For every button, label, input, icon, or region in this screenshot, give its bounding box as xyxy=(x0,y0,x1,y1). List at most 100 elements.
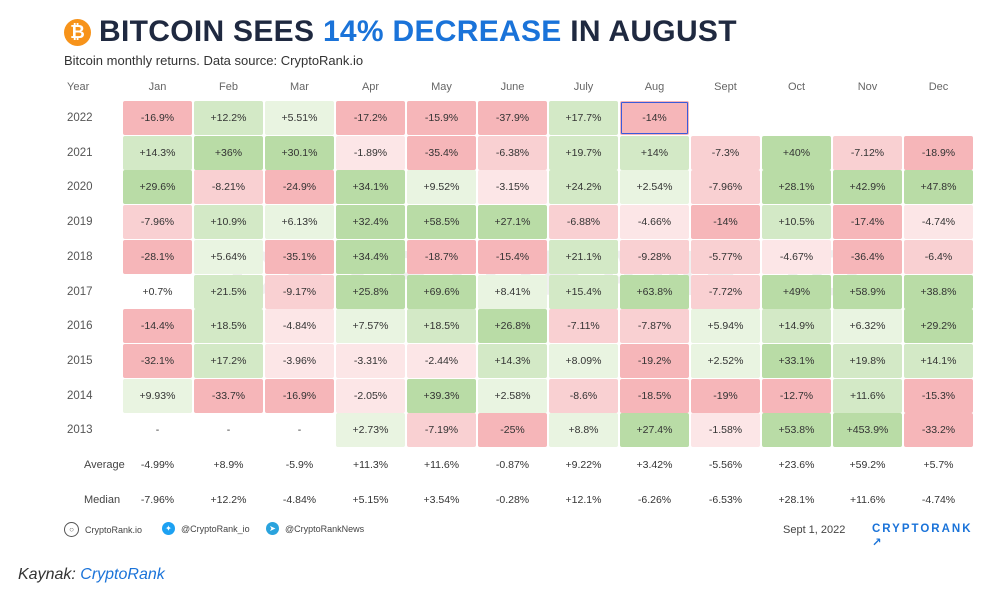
return-cell: -24.9% xyxy=(265,170,334,205)
footer-brand-link[interactable]: CRYPTORANK ↗ xyxy=(872,523,973,549)
summary-label: Average xyxy=(84,459,125,471)
footer-date: Sept 1, 2022 xyxy=(783,524,846,536)
summary-cell: +3.42% xyxy=(636,459,673,471)
return-cell: +14.9% xyxy=(762,309,831,344)
return-cell: -1.58% xyxy=(691,413,760,448)
return-cell: +58.9% xyxy=(833,274,902,309)
summary-label: Median xyxy=(84,493,121,506)
month-header-apr: Apr xyxy=(361,81,380,93)
footer-telegram[interactable]: ➤ @CryptoRankNews xyxy=(266,522,364,535)
return-cell: +33.1% xyxy=(762,343,831,378)
footer-website[interactable]: ○ CryptoRank.io xyxy=(64,522,142,537)
return-cell: - xyxy=(155,424,160,437)
return-cell: -18.7% xyxy=(407,239,476,274)
return-cell: -1.89% xyxy=(336,135,405,170)
year-label: 2015 xyxy=(67,354,93,367)
return-cell: -19.2% xyxy=(620,343,689,378)
chart-title: BITCOIN SEES 14% DECREASE IN AUGUST xyxy=(99,15,737,49)
year-label: 2018 xyxy=(67,250,93,263)
return-cell: -18.9% xyxy=(904,135,973,170)
month-header-june: June xyxy=(500,81,525,93)
summary-cell: +28.1% xyxy=(778,493,815,506)
return-cell: -15.4% xyxy=(478,239,547,274)
return-cell: +27.1% xyxy=(478,205,547,240)
return-cell: -4.67% xyxy=(762,239,831,274)
return-cell: +5.64% xyxy=(194,239,263,274)
return-cell: +15.4% xyxy=(549,274,618,309)
return-cell: +12.2% xyxy=(194,101,263,135)
return-cell: +11.6% xyxy=(833,378,902,413)
summary-cell: +9.22% xyxy=(565,459,602,471)
summary-cell: +12.1% xyxy=(565,493,602,506)
return-cell: -4.66% xyxy=(620,205,689,240)
globe-icon: ○ xyxy=(64,522,79,537)
return-cell: +14.1% xyxy=(904,343,973,378)
summary-cell: -0.87% xyxy=(495,459,530,471)
return-cell: +2.73% xyxy=(336,413,405,448)
return-cell: -16.9% xyxy=(265,378,334,413)
return-cell: +27.4% xyxy=(620,413,689,448)
return-cell: - xyxy=(226,424,231,437)
return-cell: +28.1% xyxy=(762,170,831,205)
return-cell: -4.74% xyxy=(904,205,973,240)
summary-cell: +8.9% xyxy=(213,459,244,471)
return-cell: -3.31% xyxy=(336,343,405,378)
return-cell: +21.1% xyxy=(549,239,618,274)
return-cell: +8.09% xyxy=(549,343,618,378)
return-cell: +17.7% xyxy=(549,101,618,135)
return-cell: +25.8% xyxy=(336,274,405,309)
return-cell: -7.12% xyxy=(833,135,902,170)
return-cell: +69.6% xyxy=(407,274,476,309)
return-cell: -35.4% xyxy=(407,135,476,170)
return-cell: -7.19% xyxy=(407,413,476,448)
return-cell: -15.3% xyxy=(904,378,973,413)
summary-cell: +11.6% xyxy=(423,459,460,471)
summary-cell: +11.3% xyxy=(352,459,389,471)
month-header-mar: Mar xyxy=(290,81,309,93)
footer-twitter[interactable]: ✦ @CryptoRank_io xyxy=(162,522,250,535)
return-cell: -3.96% xyxy=(265,343,334,378)
return-cell: +21.5% xyxy=(194,274,263,309)
return-cell: +24.2% xyxy=(549,170,618,205)
return-cell: -2.44% xyxy=(407,343,476,378)
return-cell: -16.9% xyxy=(123,101,192,135)
return-cell: +7.57% xyxy=(336,309,405,344)
return-cell: +17.2% xyxy=(194,343,263,378)
return-cell: +34.4% xyxy=(336,239,405,274)
return-cell: -7.72% xyxy=(691,274,760,309)
return-cell: +19.7% xyxy=(549,135,618,170)
chart-header: ₿ BITCOIN SEES 14% DECREASE IN AUGUST xyxy=(64,14,737,50)
return-cell: +29.6% xyxy=(123,170,192,205)
summary-cell: +5.7% xyxy=(923,459,954,471)
return-cell: -9.17% xyxy=(265,274,334,309)
twitter-icon: ✦ xyxy=(162,522,175,535)
summary-cell: +3.54% xyxy=(423,493,460,506)
year-label: 2020 xyxy=(67,181,93,194)
return-cell: +53.8% xyxy=(762,413,831,448)
year-label: 2022 xyxy=(67,112,93,124)
year-label: 2013 xyxy=(67,424,93,437)
footer-twitter-text: @CryptoRank_io xyxy=(181,523,250,534)
return-cell: +9.52% xyxy=(407,170,476,205)
return-cell: -7.96% xyxy=(691,170,760,205)
return-cell: -19% xyxy=(691,378,760,413)
return-cell: +42.9% xyxy=(833,170,902,205)
return-cell: -15.9% xyxy=(407,101,476,135)
return-cell: +19.8% xyxy=(833,343,902,378)
return-cell: -5.77% xyxy=(691,239,760,274)
return-cell: -33.7% xyxy=(194,378,263,413)
chart-subtitle: Bitcoin monthly returns. Data source: Cr… xyxy=(64,53,364,68)
return-cell: -7.11% xyxy=(549,309,618,344)
return-cell: -17.2% xyxy=(336,101,405,135)
return-cell: +32.4% xyxy=(336,205,405,240)
bitcoin-icon: ₿ xyxy=(64,18,91,46)
month-header-may: May xyxy=(431,81,452,93)
summary-cell: +11.6% xyxy=(849,493,886,506)
year-label: 2017 xyxy=(67,285,93,298)
return-cell: +0.7% xyxy=(142,285,173,298)
year-label: 2019 xyxy=(67,216,93,229)
source-link[interactable]: CryptoRank xyxy=(80,566,165,583)
return-cell: +47.8% xyxy=(904,170,973,205)
source-caption: Kaynak: CryptoRank xyxy=(18,566,165,584)
month-header-sept: Sept xyxy=(714,81,737,93)
